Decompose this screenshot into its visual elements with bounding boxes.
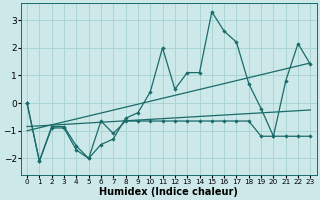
X-axis label: Humidex (Indice chaleur): Humidex (Indice chaleur) (99, 187, 238, 197)
